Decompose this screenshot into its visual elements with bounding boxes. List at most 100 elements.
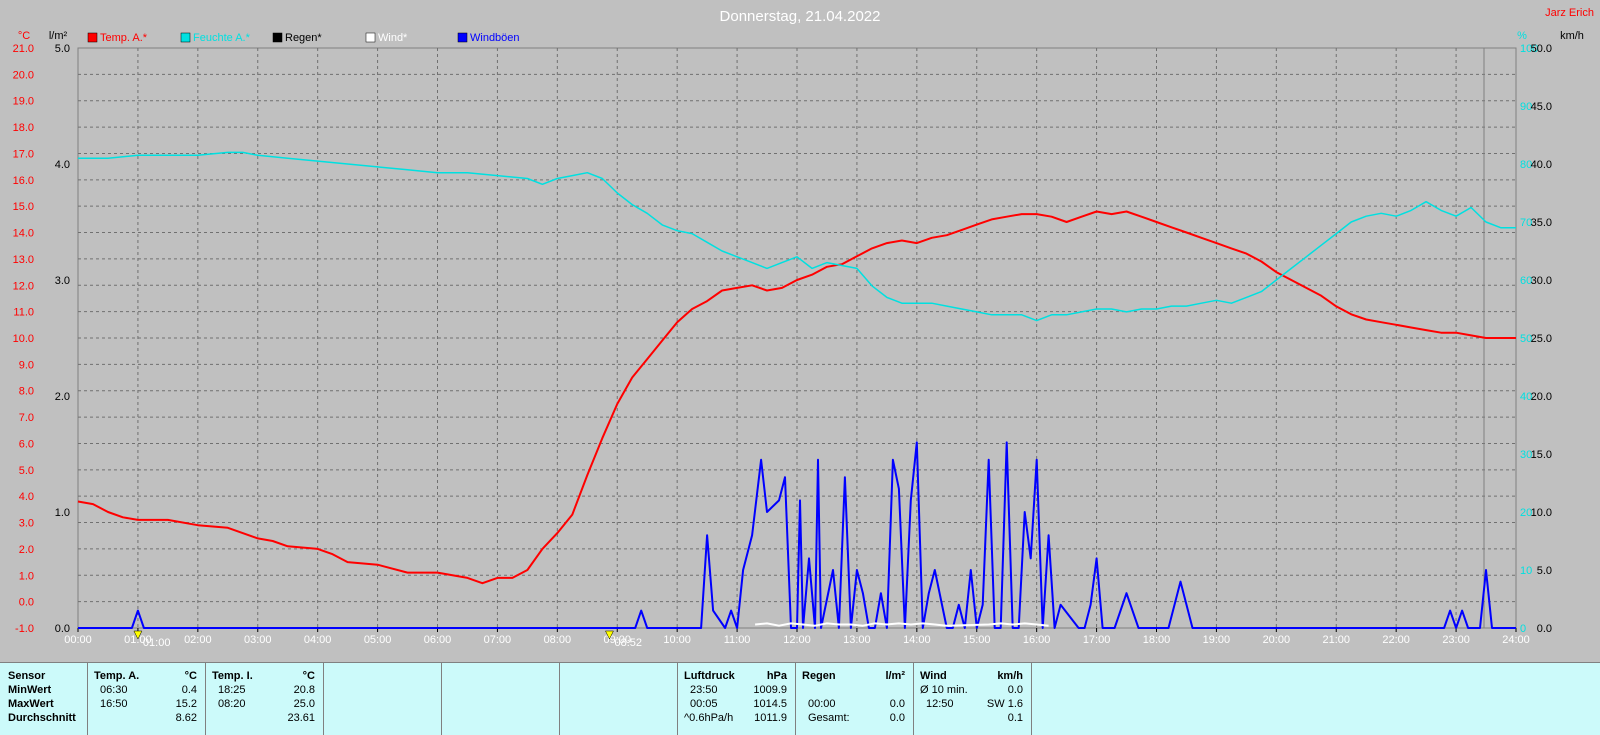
luftdruck-header: Luftdruck: [684, 670, 735, 682]
regen-max-time: 00:00: [808, 698, 836, 710]
temp-i-unit: °C: [302, 670, 315, 682]
temp-axis-tick-1: 20.0: [13, 69, 34, 81]
temp-axis-tick-21: 0.0: [19, 597, 34, 609]
series-1: [78, 151, 1516, 322]
luftdruck-trend: ^0.6hPa/h: [684, 712, 734, 724]
marker-label-1: 08:52: [614, 637, 642, 649]
stats-temp-i-column: Temp. I. °C 18:25 20.8 08:20 25.0 23.61: [206, 663, 324, 735]
rain-axis-tick-4: 1.0: [55, 507, 70, 519]
marker-label-0: 01:00: [143, 637, 171, 649]
series-0: [77, 210, 1516, 585]
time-tick-17: 17:00: [1083, 634, 1111, 646]
temp-i-max-time: 08:20: [218, 698, 246, 710]
temp-a-max-time: 16:50: [100, 698, 128, 710]
time-tick-15: 15:00: [963, 634, 991, 646]
humidity-axis-tick-10: 0: [1520, 623, 1526, 635]
wind-axis-tick-9: 5.0: [1537, 565, 1552, 577]
temp-axis-tick-17: 4.0: [19, 491, 34, 503]
row-label-min: MinWert: [8, 684, 52, 696]
time-tick-21: 21:00: [1322, 634, 1350, 646]
legend-label-0: Temp. A.*: [100, 32, 148, 44]
time-tick-3: 03:00: [244, 634, 272, 646]
legend-label-4: Windböen: [470, 32, 520, 44]
temp-axis-tick-0: 21.0: [13, 43, 34, 55]
humidity-axis-tick-0: 100: [1520, 43, 1538, 55]
time-tick-13: 13:00: [843, 634, 871, 646]
wind-axis-tick-10: 0.0: [1537, 623, 1552, 635]
wind-axis-tick-7: 15.0: [1531, 449, 1552, 461]
humidity-axis-unit: %: [1517, 30, 1527, 42]
wind-unit: km/h: [997, 670, 1023, 682]
humidity-axis-tick-9: 10: [1520, 565, 1532, 577]
temp-a-avg: 8.62: [175, 712, 197, 724]
time-tick-8: 08:00: [544, 634, 572, 646]
stats-empty-column-1: [324, 663, 442, 735]
temp-i-min: 20.8: [293, 684, 315, 696]
temp-axis-tick-6: 15.0: [13, 201, 34, 213]
time-tick-16: 16:00: [1023, 634, 1051, 646]
time-tick-12: 12:00: [783, 634, 811, 646]
stats-temp-a-column: Temp. A. °C 06:30 0.4 16:50 15.2 8.62: [88, 663, 206, 735]
temp-axis-tick-10: 11.0: [13, 307, 34, 319]
time-tick-14: 14:00: [903, 634, 931, 646]
temp-i-header: Temp. I.: [212, 670, 253, 682]
humidity-axis-tick-1: 90: [1520, 101, 1532, 113]
row-label-avg: Durchschnitt: [8, 712, 76, 724]
wind-axis-tick-8: 10.0: [1531, 507, 1552, 519]
luftdruck-max: 1014.5: [753, 698, 787, 710]
time-tick-20: 20:00: [1263, 634, 1291, 646]
temp-axis-unit: °C: [18, 30, 30, 42]
luftdruck-min: 1009.9: [753, 684, 787, 696]
luftdruck-min-time: 23:50: [690, 684, 718, 696]
time-tick-18: 18:00: [1143, 634, 1171, 646]
wind-axis-unit: km/h: [1560, 30, 1584, 42]
legend-label-1: Feuchte A.*: [193, 32, 251, 44]
grid-lines: [78, 48, 1516, 628]
chart-title: Donnerstag, 21.04.2022: [720, 8, 881, 25]
rain-axis-tick-2: 3.0: [55, 275, 70, 287]
row-label-max: MaxWert: [8, 698, 54, 710]
time-tick-23: 23:00: [1442, 634, 1470, 646]
legend-label-2: Regen*: [285, 32, 322, 44]
series-line-0: [77, 210, 1516, 585]
wind-day-avg: 0.1: [1007, 712, 1023, 724]
temp-i-min-time: 18:25: [218, 684, 246, 696]
luftdruck-unit: hPa: [766, 670, 787, 682]
stats-regen-column: Regen l/m² 00:00 0.0 Gesamt: 0.0: [796, 663, 914, 735]
humidity-axis-tick-6: 40: [1520, 391, 1532, 403]
temp-axis-tick-13: 8.0: [19, 386, 34, 398]
stats-empty-column-3: [560, 663, 678, 735]
regen-max: 0.0: [889, 698, 905, 710]
weather-chart: 21.0 20.0 19.0 18.0 17.0 16.0 15.0 14.0 13.0 12.0…: [12, 7, 1594, 649]
series-layer: [77, 151, 1516, 629]
temp-a-min: 0.4: [181, 684, 197, 696]
humidity-axis-tick-7: 30: [1520, 449, 1532, 461]
wind-header: Wind: [920, 670, 947, 682]
wind-axis-tick-2: 40.0: [1531, 159, 1552, 171]
stats-empty-area: [1032, 663, 1600, 735]
time-markers: 01:00 08:52: [133, 630, 642, 649]
legend-swatch-3: [365, 32, 376, 43]
temp-i-avg: 23.61: [287, 712, 315, 724]
series-2: [78, 441, 1516, 629]
temp-axis-tick-19: 2.0: [19, 544, 34, 556]
regen-total: 0.0: [889, 712, 905, 724]
regen-header: Regen: [802, 670, 836, 682]
humidity-axis-tick-4: 60: [1520, 275, 1532, 287]
wind-axis-tick-3: 35.0: [1531, 217, 1552, 229]
temp-axis-tick-5: 16.0: [13, 175, 34, 187]
author-label: Jarz Erich: [1545, 7, 1594, 19]
time-tick-5: 05:00: [364, 634, 392, 646]
time-tick-11: 11:00: [724, 634, 751, 646]
temp-axis-tick-20: 1.0: [19, 570, 34, 582]
time-tick-10: 10:00: [663, 634, 691, 646]
temp-axis-tick-7: 14.0: [13, 228, 34, 240]
temp-axis: 21.0 20.0 19.0 18.0 17.0 16.0 15.0 14.0 13.0 12.0…: [13, 43, 34, 635]
series-3: [755, 622, 1049, 627]
temp-a-header: Temp. A.: [94, 670, 140, 682]
temp-i-max: 25.0: [293, 698, 315, 710]
luftdruck-max-time: 00:05: [690, 698, 718, 710]
temp-axis-tick-2: 19.0: [13, 96, 34, 108]
wind-avg-label: Ø 10 min.: [920, 684, 968, 696]
